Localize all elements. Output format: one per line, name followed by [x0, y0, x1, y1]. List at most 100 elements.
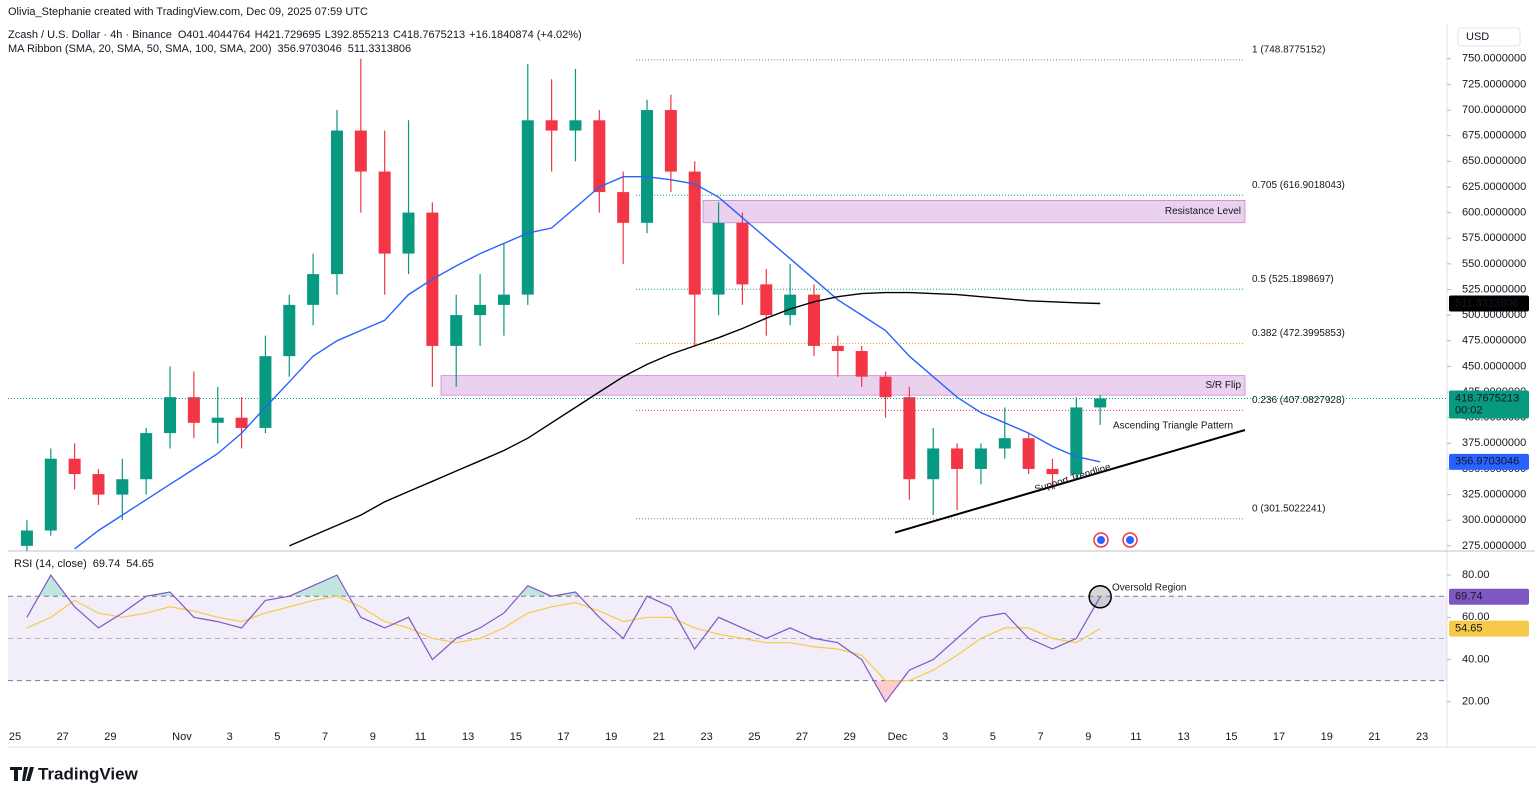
candle-body — [307, 274, 320, 305]
y-tick-label: 20.00 — [1462, 696, 1490, 708]
candle-body — [187, 397, 200, 423]
y-tick-label: 375.0000000 — [1462, 437, 1526, 449]
x-tick-label: 5 — [274, 731, 280, 743]
y-tick-label: 625.0000000 — [1462, 181, 1526, 193]
price-tag — [1449, 588, 1529, 605]
x-tick-label: 19 — [605, 731, 617, 743]
price-tag-label: 356.9703046 — [1455, 456, 1519, 468]
x-tick-label: 23 — [1416, 731, 1428, 743]
x-tick-label: 27 — [57, 731, 69, 743]
candle-body — [998, 438, 1011, 449]
ohlc-value: 392.855213 — [331, 29, 389, 41]
candle-body — [903, 397, 916, 480]
brand-logo — [10, 767, 34, 781]
moving-average — [74, 176, 1101, 550]
candle-body — [545, 120, 558, 131]
x-tick-label: 15 — [1225, 731, 1237, 743]
price-tag — [1449, 295, 1529, 312]
x-tick-label: 29 — [104, 731, 116, 743]
x-tick-label: 23 — [701, 731, 713, 743]
zone — [702, 199, 1246, 224]
y-tick-label: 80.00 — [1462, 569, 1490, 581]
pattern-label: Ascending Triangle Pattern — [1113, 421, 1233, 432]
x-tick-label: 11 — [1130, 731, 1141, 743]
candle-body — [760, 284, 773, 316]
attribution: Olivia_Stephanie created with TradingVie… — [8, 6, 368, 18]
indicator-title: MA Ribbon (SMA, 20, SMA, 50, SMA, 100, S… — [8, 43, 272, 55]
ohlc-label: H — [255, 29, 263, 41]
overlay: Zcash / U.S. Dollar · 4h · Binance O 401.4… — [8, 29, 1529, 743]
candle-body — [1022, 438, 1035, 469]
rsi-line — [26, 574, 1101, 703]
x-tick-label: 25 — [9, 731, 21, 743]
y-tick-label: 60.00 — [1462, 611, 1490, 623]
candle-body — [20, 530, 33, 546]
y-tick-label: 650.0000000 — [1462, 155, 1526, 167]
y-tick-label: 600.0000000 — [1462, 206, 1526, 218]
overbought-fill — [38, 575, 580, 596]
candle-body — [617, 192, 630, 223]
ohlc-value: 401.4044764 — [186, 29, 250, 41]
price-tag-label: 69.74 — [1455, 591, 1483, 603]
rsi-title: RSI (14, close) — [14, 558, 87, 570]
x-tick-label: 13 — [462, 731, 474, 743]
candle-body — [807, 294, 820, 346]
ohlc-value: 421.729695 — [263, 29, 321, 41]
oversold-fill — [873, 681, 902, 702]
trendline — [894, 429, 1246, 534]
currency-box[interactable] — [1457, 27, 1521, 47]
price-change: +16.1840874 (+4.02%) — [469, 29, 582, 41]
rsi-annotation: Oversold Region — [1112, 583, 1186, 594]
zone-label: S/R Flip — [1205, 380, 1241, 391]
candle-body — [378, 171, 391, 254]
candle-body — [450, 315, 463, 346]
candle-body — [497, 294, 510, 305]
ohlc-label: C — [393, 29, 401, 41]
x-tick-label: 29 — [844, 731, 856, 743]
candle-body — [736, 222, 749, 285]
x-tick-label: 13 — [1178, 731, 1190, 743]
candle-body — [951, 448, 964, 469]
y-tick-label: 575.0000000 — [1462, 232, 1526, 244]
x-tick-label: 7 — [1037, 731, 1043, 743]
x-tick-label: 21 — [653, 731, 665, 743]
y-tick-label: 525.0000000 — [1462, 283, 1526, 295]
y-tick-label: 40.00 — [1462, 653, 1490, 665]
brand: TradingView — [38, 764, 139, 783]
zone-label: Resistance Level — [1165, 206, 1241, 217]
indicator-value: 356.9703046 — [278, 43, 342, 55]
candle-body — [235, 417, 248, 428]
y-tick-label: 700.0000000 — [1462, 104, 1526, 116]
ohlc-value: 418.7675213 — [401, 29, 465, 41]
x-tick-label: Dec — [888, 731, 908, 743]
rsi-band — [8, 596, 1447, 681]
candle-body — [92, 474, 105, 495]
fib-label: 0.705 (616.9018043) — [1252, 180, 1345, 191]
currency: USD — [1466, 31, 1489, 43]
x-tick-label: 9 — [370, 731, 376, 743]
candle-body — [211, 417, 224, 423]
candle-body — [855, 351, 868, 377]
candle-body — [116, 479, 129, 495]
price-tag — [1449, 390, 1529, 419]
x-tick-label: 11 — [415, 731, 426, 743]
candle-body — [641, 110, 654, 223]
x-tick-label: 9 — [1085, 731, 1091, 743]
ohlc-label: O — [178, 29, 187, 41]
candle-body — [879, 376, 892, 398]
x-tick-label: 3 — [942, 731, 948, 743]
candle-body — [68, 458, 81, 475]
y-tick-label: 550.0000000 — [1462, 258, 1526, 270]
candle-body — [521, 120, 534, 295]
candle-body — [354, 130, 367, 172]
candle-body — [140, 433, 153, 480]
rsi-value: 69.74 — [93, 558, 121, 570]
event-icon-inner — [1126, 536, 1134, 544]
rsi-value: 54.65 — [126, 558, 154, 570]
candle-body — [688, 171, 701, 295]
symbol-title: Zcash / U.S. Dollar · 4h · Binance — [8, 29, 172, 41]
annotation-circle — [1088, 585, 1112, 609]
price-pane: Resistance Level S/R Flip 1 (748.8775152) 0… — [8, 45, 1447, 551]
